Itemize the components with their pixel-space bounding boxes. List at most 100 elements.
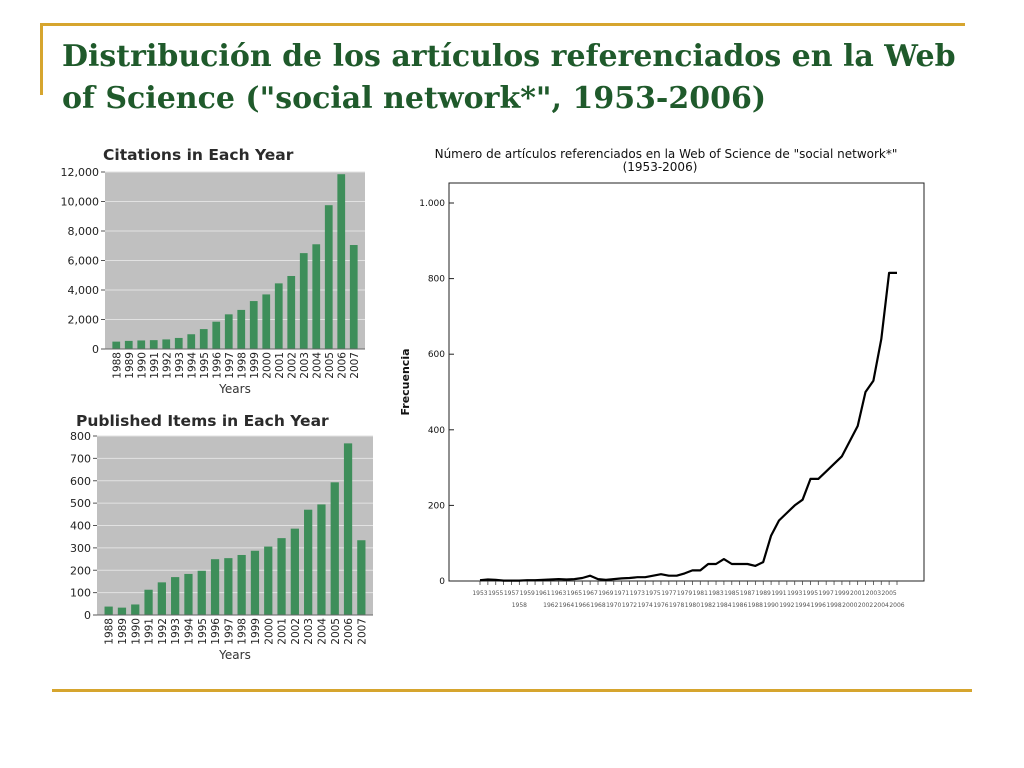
chart-title: Citations in Each Year [103, 146, 294, 164]
chart-title: Número de artículos referenciados en la … [435, 147, 898, 161]
x-tick-label: 1958 [512, 602, 527, 609]
bar [237, 554, 246, 615]
x-tick-label: 2001 [277, 618, 289, 645]
x-tick-label: 1975 [645, 590, 660, 597]
x-tick-label: 2001 [850, 590, 865, 597]
x-tick-label: 1977 [661, 590, 676, 597]
x-tick-label: 1991 [771, 590, 786, 597]
x-tick-label: 1998 [237, 618, 249, 645]
y-tick-label: 10,000 [61, 196, 100, 209]
bar [262, 294, 271, 349]
frame-bottom-rule [52, 689, 972, 692]
y-tick-label: 600 [70, 475, 91, 488]
x-tick-label: 2007 [356, 618, 368, 645]
x-tick-label: 1963 [551, 590, 566, 597]
y-tick-label: 400 [428, 426, 445, 436]
bar [304, 509, 313, 615]
y-tick-label: 1.000 [419, 199, 445, 209]
x-axis-label: Years [218, 648, 251, 662]
y-tick-label: 800 [70, 430, 91, 443]
x-tick-label: 1995 [199, 352, 211, 379]
bar [104, 606, 113, 615]
x-tick-label: 1994 [795, 602, 810, 609]
x-tick-label: 2004 [874, 602, 889, 609]
y-tick-label: 700 [70, 452, 91, 465]
x-tick-label: 1962 [543, 602, 558, 609]
bar [330, 482, 339, 615]
y-tick-label: 800 [428, 275, 445, 285]
x-tick-label: 1984 [716, 602, 731, 609]
bar [144, 589, 153, 615]
x-tick-label: 1991 [149, 352, 161, 379]
chart-subtitle: (1953-2006) [623, 160, 698, 174]
x-tick-label: 1992 [157, 618, 169, 645]
x-tick-label: 2006 [336, 352, 348, 379]
x-tick-label: 2006 [343, 618, 355, 645]
y-tick-label: 500 [70, 497, 91, 510]
x-tick-label: 1966 [575, 602, 590, 609]
bar [131, 604, 140, 615]
x-tick-label: 1953 [472, 590, 487, 597]
x-tick-label: 2005 [330, 618, 342, 645]
bar [290, 528, 299, 615]
bar [149, 340, 158, 349]
y-tick-label: 2,000 [68, 314, 100, 327]
bar [162, 339, 171, 349]
bar [249, 301, 258, 349]
x-tick-label: 1989 [124, 352, 136, 379]
x-tick-label: 2002 [290, 618, 302, 645]
x-tick-label: 1999 [249, 352, 261, 379]
x-tick-label: 1999 [250, 618, 262, 645]
x-tick-label: 1992 [779, 602, 794, 609]
bar [171, 577, 180, 615]
x-tick-label: 1978 [669, 602, 684, 609]
frame-top-rule [40, 23, 965, 26]
bar [274, 283, 283, 349]
x-tick-label: 2002 [286, 352, 298, 379]
bar [287, 275, 296, 349]
x-tick-label: 2005 [881, 590, 896, 597]
bar [317, 504, 326, 615]
x-tick-label: 1997 [223, 618, 235, 645]
bar [349, 245, 358, 349]
x-tick-label: 2005 [324, 352, 336, 379]
bar [124, 340, 133, 349]
bar [117, 607, 127, 615]
x-tick-label: 1985 [724, 590, 739, 597]
x-tick-label: 1991 [144, 618, 156, 645]
bar [137, 340, 146, 349]
x-tick-label: 2007 [349, 352, 361, 379]
x-tick-label: 1967 [583, 590, 598, 597]
x-tick-label: 1979 [677, 590, 692, 597]
x-tick-label: 1988 [111, 352, 123, 379]
x-tick-label: 1969 [598, 590, 613, 597]
x-tick-label: 1998 [826, 602, 841, 609]
x-tick-label: 1981 [693, 590, 708, 597]
bar [224, 558, 233, 615]
y-tick-label: 0 [439, 577, 445, 587]
series-line [479, 271, 897, 582]
x-tick-label: 1955 [488, 590, 503, 597]
slide-title: Distribución de los artículos referencia… [62, 39, 956, 116]
x-tick-label: 1996 [211, 352, 223, 379]
x-tick-label: 2000 [261, 352, 273, 379]
x-tick-label: 1971 [614, 590, 629, 597]
x-tick-label: 2000 [842, 602, 857, 609]
chart-title: Published Items in Each Year [76, 412, 329, 430]
x-tick-label: 2001 [274, 352, 286, 379]
x-tick-label: 1970 [606, 602, 621, 609]
bar [337, 174, 346, 349]
bar [299, 253, 308, 349]
x-tick-label: 2003 [303, 618, 315, 645]
plot-frame [448, 182, 925, 582]
bar [324, 205, 333, 349]
bar [357, 540, 366, 615]
y-axis-label: Frecuencia [399, 348, 412, 415]
x-tick-label: 1988 [748, 602, 763, 609]
x-tick-label: 1988 [104, 618, 116, 645]
bar [224, 314, 233, 349]
x-tick-label: 2004 [316, 618, 328, 645]
y-tick-label: 400 [70, 520, 91, 533]
bar [157, 582, 166, 615]
y-tick-label: 8,000 [68, 225, 100, 238]
